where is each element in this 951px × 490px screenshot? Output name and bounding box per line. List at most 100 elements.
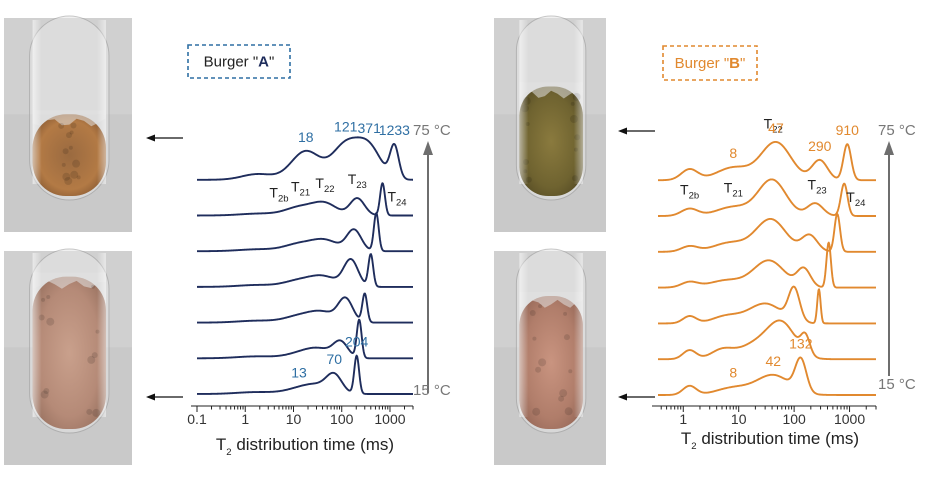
x-tick-label: 100 <box>330 411 354 427</box>
peak-label: 18 <box>298 129 314 145</box>
peak-label: 8 <box>729 145 737 161</box>
burger-tags: Burger "A" Burger "B" <box>187 44 758 81</box>
x-axis-title: T2 distribution time (ms) <box>681 429 859 452</box>
glass-highlight <box>519 253 529 418</box>
trace-a-2 <box>196 318 414 360</box>
component-label: T21 <box>724 179 743 199</box>
sample-speck <box>532 336 537 341</box>
sample-speck <box>62 148 69 155</box>
trace-a-6 <box>196 182 414 217</box>
glass-highlight <box>573 253 583 418</box>
photo-arrowhead <box>618 393 627 401</box>
sample-speck <box>563 334 570 341</box>
sample-speck <box>76 175 81 180</box>
trace-a-7 <box>196 136 414 181</box>
sample-speck <box>558 395 565 402</box>
sample-speck <box>535 366 542 373</box>
trace-a-3 <box>196 292 414 324</box>
x-tick-label: 10 <box>286 411 302 427</box>
sample-speck <box>91 284 96 289</box>
burger-tag-box <box>662 45 758 81</box>
burger-tag-label: Burger "B" <box>675 55 746 72</box>
peak-label: 132 <box>789 336 813 352</box>
x-tick-label: 10 <box>731 411 747 427</box>
temperature-arrowhead <box>423 141 433 155</box>
sample-speck <box>564 407 573 416</box>
glass-highlight <box>32 253 42 418</box>
x-tick-label: 0.1 <box>187 411 207 427</box>
sample-speck <box>532 407 541 416</box>
burger-tag-box <box>187 44 291 79</box>
sample-content <box>519 295 583 430</box>
sample-speck <box>64 176 73 185</box>
glass-highlight <box>573 20 583 185</box>
temperature-arrowhead <box>884 141 894 155</box>
x-axis-a: 0.1 1 10 100 1000 T2 distribution time (ms) <box>187 405 414 458</box>
peak-label: 121 <box>334 118 358 134</box>
glass-highlight <box>96 253 106 418</box>
sample-speck <box>91 352 98 359</box>
photo-burger-a-cooked <box>4 15 132 232</box>
trace-b-1 <box>657 356 877 396</box>
sample-speck <box>70 170 79 179</box>
sample-speck <box>62 172 71 181</box>
sample-content <box>32 276 106 430</box>
temperature-arrows: 75 °C 15 °C 75 °C 15 °C <box>413 122 916 399</box>
sample-speck <box>559 389 568 398</box>
x-axis-b: 1 10 100 1000 T2 distribution time (ms) <box>652 405 877 452</box>
sample-speck <box>68 145 73 150</box>
x-tick-label: 1000 <box>374 411 405 427</box>
sample-speck <box>61 162 66 167</box>
sample-speck <box>70 122 77 129</box>
peak-label: 42 <box>765 353 781 369</box>
temp-low-label: 15 °C <box>413 382 451 399</box>
component-label: T22 <box>315 175 334 195</box>
sample-speck <box>568 369 573 374</box>
trace-a-4 <box>196 253 414 288</box>
sample-content <box>519 86 583 197</box>
temp-high-label: 75 °C <box>413 122 451 139</box>
trace-a-1 <box>196 354 414 395</box>
sample-speck <box>43 387 50 394</box>
x-tick-label: 1 <box>241 411 249 427</box>
sample-speck <box>529 310 536 317</box>
traces-a <box>196 136 414 395</box>
peak-label: 13 <box>291 364 307 380</box>
sample-speck <box>86 408 93 415</box>
glass-highlight <box>32 20 42 185</box>
sample-surface <box>32 110 106 127</box>
photo-burger-a-raw <box>4 248 132 465</box>
sample-speck <box>46 317 55 326</box>
trace-b-3 <box>657 285 877 325</box>
trace-b-4 <box>657 241 877 289</box>
trace-b-2 <box>657 319 877 361</box>
component-label: T23 <box>808 177 827 197</box>
sample-speck <box>41 297 46 302</box>
sample-speck <box>69 130 74 135</box>
x-tick-label: 100 <box>782 411 806 427</box>
sample-speck <box>538 304 543 309</box>
sample-surface <box>32 272 106 289</box>
sample-speck <box>538 358 547 367</box>
sample-surface <box>519 82 583 99</box>
temp-low-label: 15 °C <box>878 376 916 393</box>
temp-high-label: 75 °C <box>878 122 916 139</box>
sample-speck <box>58 122 65 129</box>
photo-arrowhead <box>146 393 155 401</box>
component-label: T2b <box>269 185 288 205</box>
component-label: T21 <box>291 178 310 198</box>
sample-surface <box>519 291 583 308</box>
trace-b-6 <box>657 178 877 217</box>
peak-label: 1233 <box>379 122 410 138</box>
photo-burger-b-raw <box>494 248 606 465</box>
trace-a-5 <box>196 212 414 253</box>
component-label: T22 <box>764 115 783 135</box>
photo-arrowhead <box>146 134 155 142</box>
component-label: T2b <box>680 182 699 202</box>
sample-speck <box>563 311 568 316</box>
component-label: T24 <box>846 189 865 209</box>
sample-speck <box>46 295 51 300</box>
